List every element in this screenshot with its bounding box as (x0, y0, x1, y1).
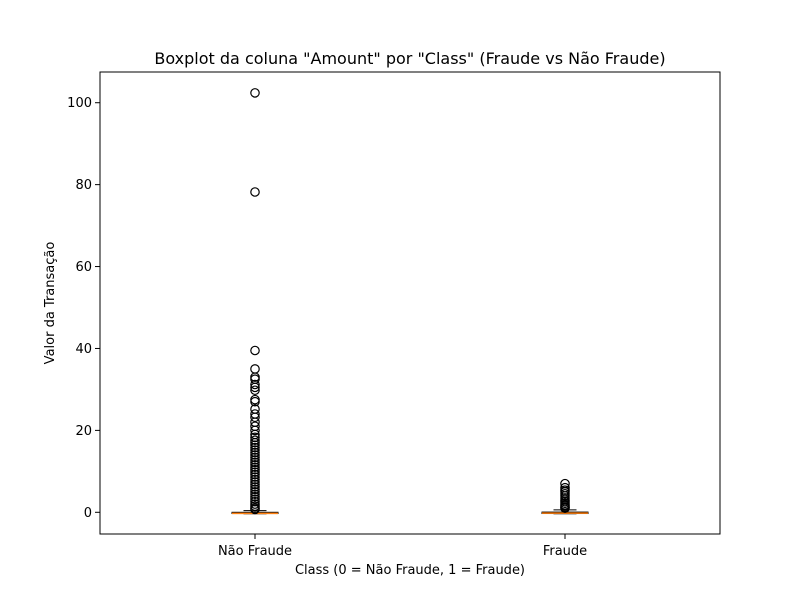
y-tick-label: 0 (84, 506, 92, 521)
outlier-point (250, 88, 260, 98)
outlier-point (560, 503, 570, 513)
y-axis: 0 20 40 60 80 100 (67, 96, 100, 521)
outlier-point (250, 467, 260, 477)
y-tick-label: 60 (75, 260, 92, 275)
x-axis: Não Fraude Fraude (218, 534, 587, 559)
outlier-point (250, 474, 260, 485)
outlier-point (250, 447, 260, 458)
outlier-point (250, 379, 260, 390)
outlier-point (250, 437, 260, 448)
x-axis-label: Class (0 = Não Fraude, 1 = Fraude) (295, 563, 525, 578)
y-tick-label: 100 (67, 96, 92, 111)
y-axis-label: Valor da Transação (43, 242, 58, 365)
outlier-point (250, 412, 260, 423)
box-group (231, 88, 279, 515)
outlier-point (250, 504, 260, 515)
chart-title: Boxplot da coluna "Amount" por "Class" (… (154, 49, 665, 68)
outlier-point (250, 345, 260, 356)
y-tick-label: 80 (75, 178, 92, 193)
outlier-point (250, 187, 260, 197)
outlier-point (250, 469, 260, 480)
outlier-point (250, 432, 260, 443)
outlier-point (250, 385, 260, 396)
outlier-point (250, 491, 260, 502)
outlier-point (250, 440, 260, 450)
outlier-point (250, 496, 260, 507)
x-tick-label: Não Fraude (218, 544, 292, 559)
outlier-point (250, 484, 260, 495)
outlier-point (250, 457, 260, 468)
y-tick-label: 40 (75, 342, 92, 357)
outlier-point (250, 396, 260, 407)
x-tick-label: Fraude (543, 544, 587, 559)
outlier-point (250, 462, 260, 473)
outlier-point (250, 452, 260, 463)
outlier-point (250, 425, 260, 436)
outlier-point (250, 459, 260, 470)
outlier-point (250, 442, 260, 453)
outlier-point (250, 382, 260, 393)
outlier-point (250, 477, 260, 487)
outlier-point (250, 445, 260, 455)
outlier-point (250, 487, 260, 497)
box-group (541, 478, 589, 515)
outlier-point (250, 494, 260, 504)
outlier-point (250, 364, 260, 374)
outlier-point (250, 394, 260, 405)
outlier-point (250, 450, 260, 460)
outlier-point (250, 455, 260, 465)
y-tick-label: 20 (75, 424, 92, 439)
outlier-point (250, 482, 260, 492)
plot-frame (99, 71, 721, 535)
plot-area (231, 88, 589, 515)
outlier-point (250, 464, 260, 475)
outlier-point (250, 489, 260, 500)
outlier-point (250, 472, 260, 482)
outlier-point (250, 435, 260, 446)
outlier-point (250, 479, 260, 490)
